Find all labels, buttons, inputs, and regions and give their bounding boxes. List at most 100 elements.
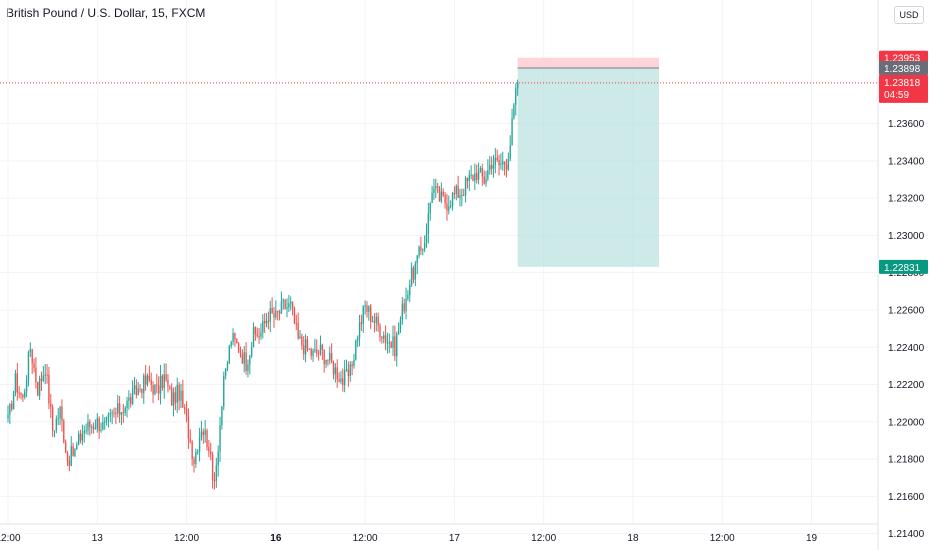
candle xyxy=(386,332,389,354)
candle-body xyxy=(414,263,417,280)
candle xyxy=(317,349,320,361)
candle-body xyxy=(176,384,178,403)
time-axis[interactable]: 12:00 13 12:00 16 12:00 17 12:00 18 12:00 19 xyxy=(0,533,818,544)
candle xyxy=(167,374,169,393)
candle xyxy=(163,363,165,399)
candle-body xyxy=(239,352,242,355)
candle xyxy=(16,362,18,401)
candle-body xyxy=(429,202,431,214)
candle xyxy=(213,472,216,490)
candle-body xyxy=(399,319,402,331)
candle-body xyxy=(120,412,123,415)
candle-body xyxy=(483,176,485,184)
entry-price-tag: 1.23898 xyxy=(879,60,928,75)
candle-body xyxy=(221,406,223,426)
candle xyxy=(420,236,422,255)
price-axis[interactable]: 1.236001.234001.232001.230001.228001.226… xyxy=(888,119,925,540)
candle xyxy=(503,161,506,176)
candle-body xyxy=(70,446,72,466)
candle xyxy=(262,314,264,339)
candle-body xyxy=(131,388,134,404)
candle xyxy=(453,186,456,199)
candle-body xyxy=(477,170,480,180)
candle-body xyxy=(494,157,497,165)
x-tick-label: 16 xyxy=(270,533,282,544)
candle-body xyxy=(448,206,450,211)
candle-body xyxy=(515,88,517,105)
candle xyxy=(290,296,292,311)
candle xyxy=(113,407,115,418)
candle xyxy=(433,178,435,200)
candle-body xyxy=(14,373,17,394)
candle xyxy=(373,313,376,333)
currency-selector[interactable]: USD xyxy=(894,6,924,24)
candle xyxy=(94,419,97,430)
candle-body xyxy=(156,384,158,386)
candle-body xyxy=(100,429,102,432)
candle xyxy=(509,135,511,162)
candle-body xyxy=(373,321,376,323)
candle-body xyxy=(329,353,331,360)
candle-body xyxy=(33,363,35,368)
candle-body xyxy=(297,323,299,339)
candle xyxy=(195,448,197,468)
candle-body xyxy=(217,451,219,466)
candle-body xyxy=(12,393,15,410)
candle xyxy=(459,188,461,207)
candle xyxy=(9,403,11,424)
candle-body xyxy=(249,355,251,365)
candle-body xyxy=(55,418,58,431)
candle-body xyxy=(418,246,420,256)
candle-body xyxy=(291,301,294,308)
candle xyxy=(487,159,489,182)
candle xyxy=(379,323,381,342)
candle-body xyxy=(258,336,260,338)
candle xyxy=(392,325,394,356)
candle-body xyxy=(265,320,268,324)
candle-body xyxy=(115,413,117,415)
candle-body xyxy=(472,174,474,181)
candle xyxy=(24,388,26,400)
candle xyxy=(40,371,43,391)
candle xyxy=(197,449,199,455)
candle-body xyxy=(57,418,59,420)
candle-body xyxy=(74,449,76,457)
candle-body xyxy=(143,375,145,394)
candle xyxy=(12,390,15,410)
candle-body xyxy=(375,316,377,323)
candle-body xyxy=(356,338,359,341)
candle xyxy=(405,287,407,320)
candle xyxy=(349,361,351,382)
candle xyxy=(358,314,361,347)
candle xyxy=(70,436,72,467)
candle-body xyxy=(208,447,210,452)
candle xyxy=(490,156,493,175)
target-price-tag: 1.22831 xyxy=(879,259,928,274)
candle-body xyxy=(401,303,404,320)
candle xyxy=(249,354,251,375)
candle-body xyxy=(351,364,353,367)
position-zones[interactable] xyxy=(517,57,659,267)
candle xyxy=(131,380,134,406)
candle-body xyxy=(9,403,11,415)
candle-body xyxy=(366,305,368,312)
candle-body xyxy=(61,406,63,421)
candle-body xyxy=(312,350,314,356)
candle xyxy=(239,346,242,358)
candle xyxy=(81,424,84,446)
candle xyxy=(368,305,370,321)
candle xyxy=(72,442,74,457)
candle xyxy=(176,377,178,413)
candle-body xyxy=(165,374,167,380)
candle xyxy=(500,153,502,170)
candle-body xyxy=(252,327,255,348)
candle-body xyxy=(325,359,327,364)
candle-body xyxy=(159,375,162,394)
candle-body xyxy=(262,321,264,333)
candle xyxy=(104,417,106,430)
candle-body xyxy=(338,379,340,382)
candle xyxy=(466,177,469,189)
candle xyxy=(278,309,281,321)
